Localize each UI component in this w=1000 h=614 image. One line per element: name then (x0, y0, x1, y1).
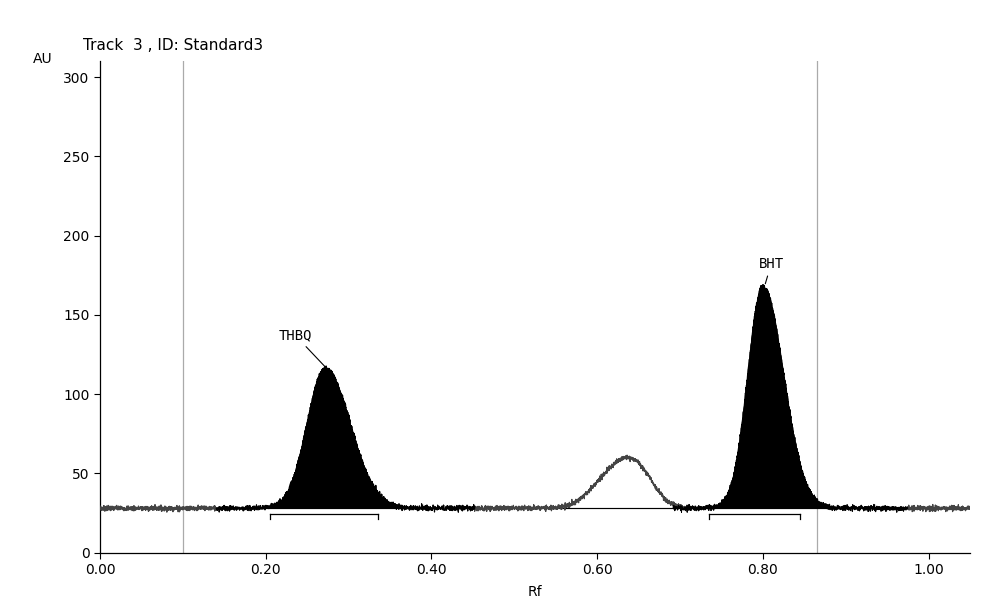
Text: Track  3 , ID: Standard3: Track 3 , ID: Standard3 (83, 38, 263, 53)
Y-axis label: AU: AU (33, 52, 52, 66)
Text: BHT: BHT (759, 257, 784, 284)
Text: THBQ: THBQ (278, 328, 325, 367)
X-axis label: Rf: Rf (528, 585, 542, 599)
